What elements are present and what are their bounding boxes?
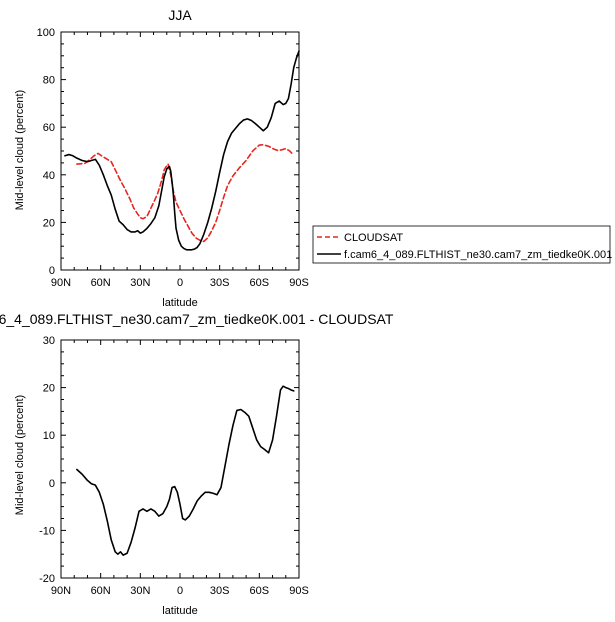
bottom-y-tick-label: -10: [39, 525, 55, 537]
bottom-series-line-0: [76, 385, 295, 556]
bottom-plot-frame: [60, 339, 300, 579]
top-title: JJA: [168, 7, 192, 23]
top-x-tick-label: 30N: [130, 277, 150, 289]
legend-label-model: f.cam6_4_089.FLTHIST_ne30.cam7_zm_tiedke…: [344, 249, 612, 261]
top-x-tick-label: 60N: [91, 277, 111, 289]
bottom-x-tick-label: 30N: [130, 585, 150, 597]
bottom-x-tick-label: 60N: [91, 585, 111, 597]
top-x-tick-label: 60S: [250, 277, 270, 289]
bottom-y-axis-label: Mid-level cloud (percent): [14, 395, 26, 515]
bottom-y-tick-label: 30: [43, 335, 55, 347]
top-plot-frame: [60, 31, 300, 271]
bottom-y-tick-label: -20: [39, 573, 55, 585]
bottom-panel: 6_4_089.FLTHIST_ne30.cam7_zm_tiedke0K.00…: [0, 311, 394, 617]
top-x-tick-label: 90N: [51, 277, 71, 289]
bottom-x-tick-label: 90S: [289, 585, 309, 597]
top-y-tick-label: 80: [43, 75, 55, 87]
top-x-tick-label: 90S: [289, 277, 309, 289]
top-x-axis-label: latitude: [162, 297, 197, 309]
legend: CLOUDSAT f.cam6_4_089.FLTHIST_ne30.cam7_…: [312, 225, 612, 264]
top-panel: JJA Mid-level cloud (percent) latitude 9…: [14, 7, 309, 309]
bottom-y-tick-label: 10: [43, 430, 55, 442]
bottom-x-tick-label: 0: [177, 585, 183, 597]
bottom-title: 6_4_089.FLTHIST_ne30.cam7_zm_tiedke0K.00…: [0, 311, 394, 327]
bottom-y-tick-label: 20: [43, 383, 55, 395]
top-x-tick-label: 30S: [210, 277, 230, 289]
legend-label-cloudsat: CLOUDSAT: [344, 232, 403, 244]
top-x-tick-label: 0: [177, 277, 183, 289]
bottom-x-axis-label: latitude: [162, 605, 197, 617]
top-y-tick-label: 20: [43, 217, 55, 229]
bottom-x-tick-label: 60S: [250, 585, 270, 597]
bottom-x-tick-label: 90N: [51, 585, 71, 597]
bottom-y-tick-label: 0: [49, 478, 55, 490]
top-series-line-1: [64, 50, 300, 251]
top-y-axis-label: Mid-level cloud (percent): [14, 90, 26, 210]
top-y-tick-label: 0: [49, 265, 55, 277]
top-y-tick-label: 100: [37, 27, 55, 39]
bottom-x-tick-label: 30S: [210, 585, 230, 597]
top-y-tick-label: 40: [43, 170, 55, 182]
legend-box: [312, 225, 611, 264]
top-series-line-0: [76, 144, 294, 243]
top-y-tick-label: 60: [43, 122, 55, 134]
